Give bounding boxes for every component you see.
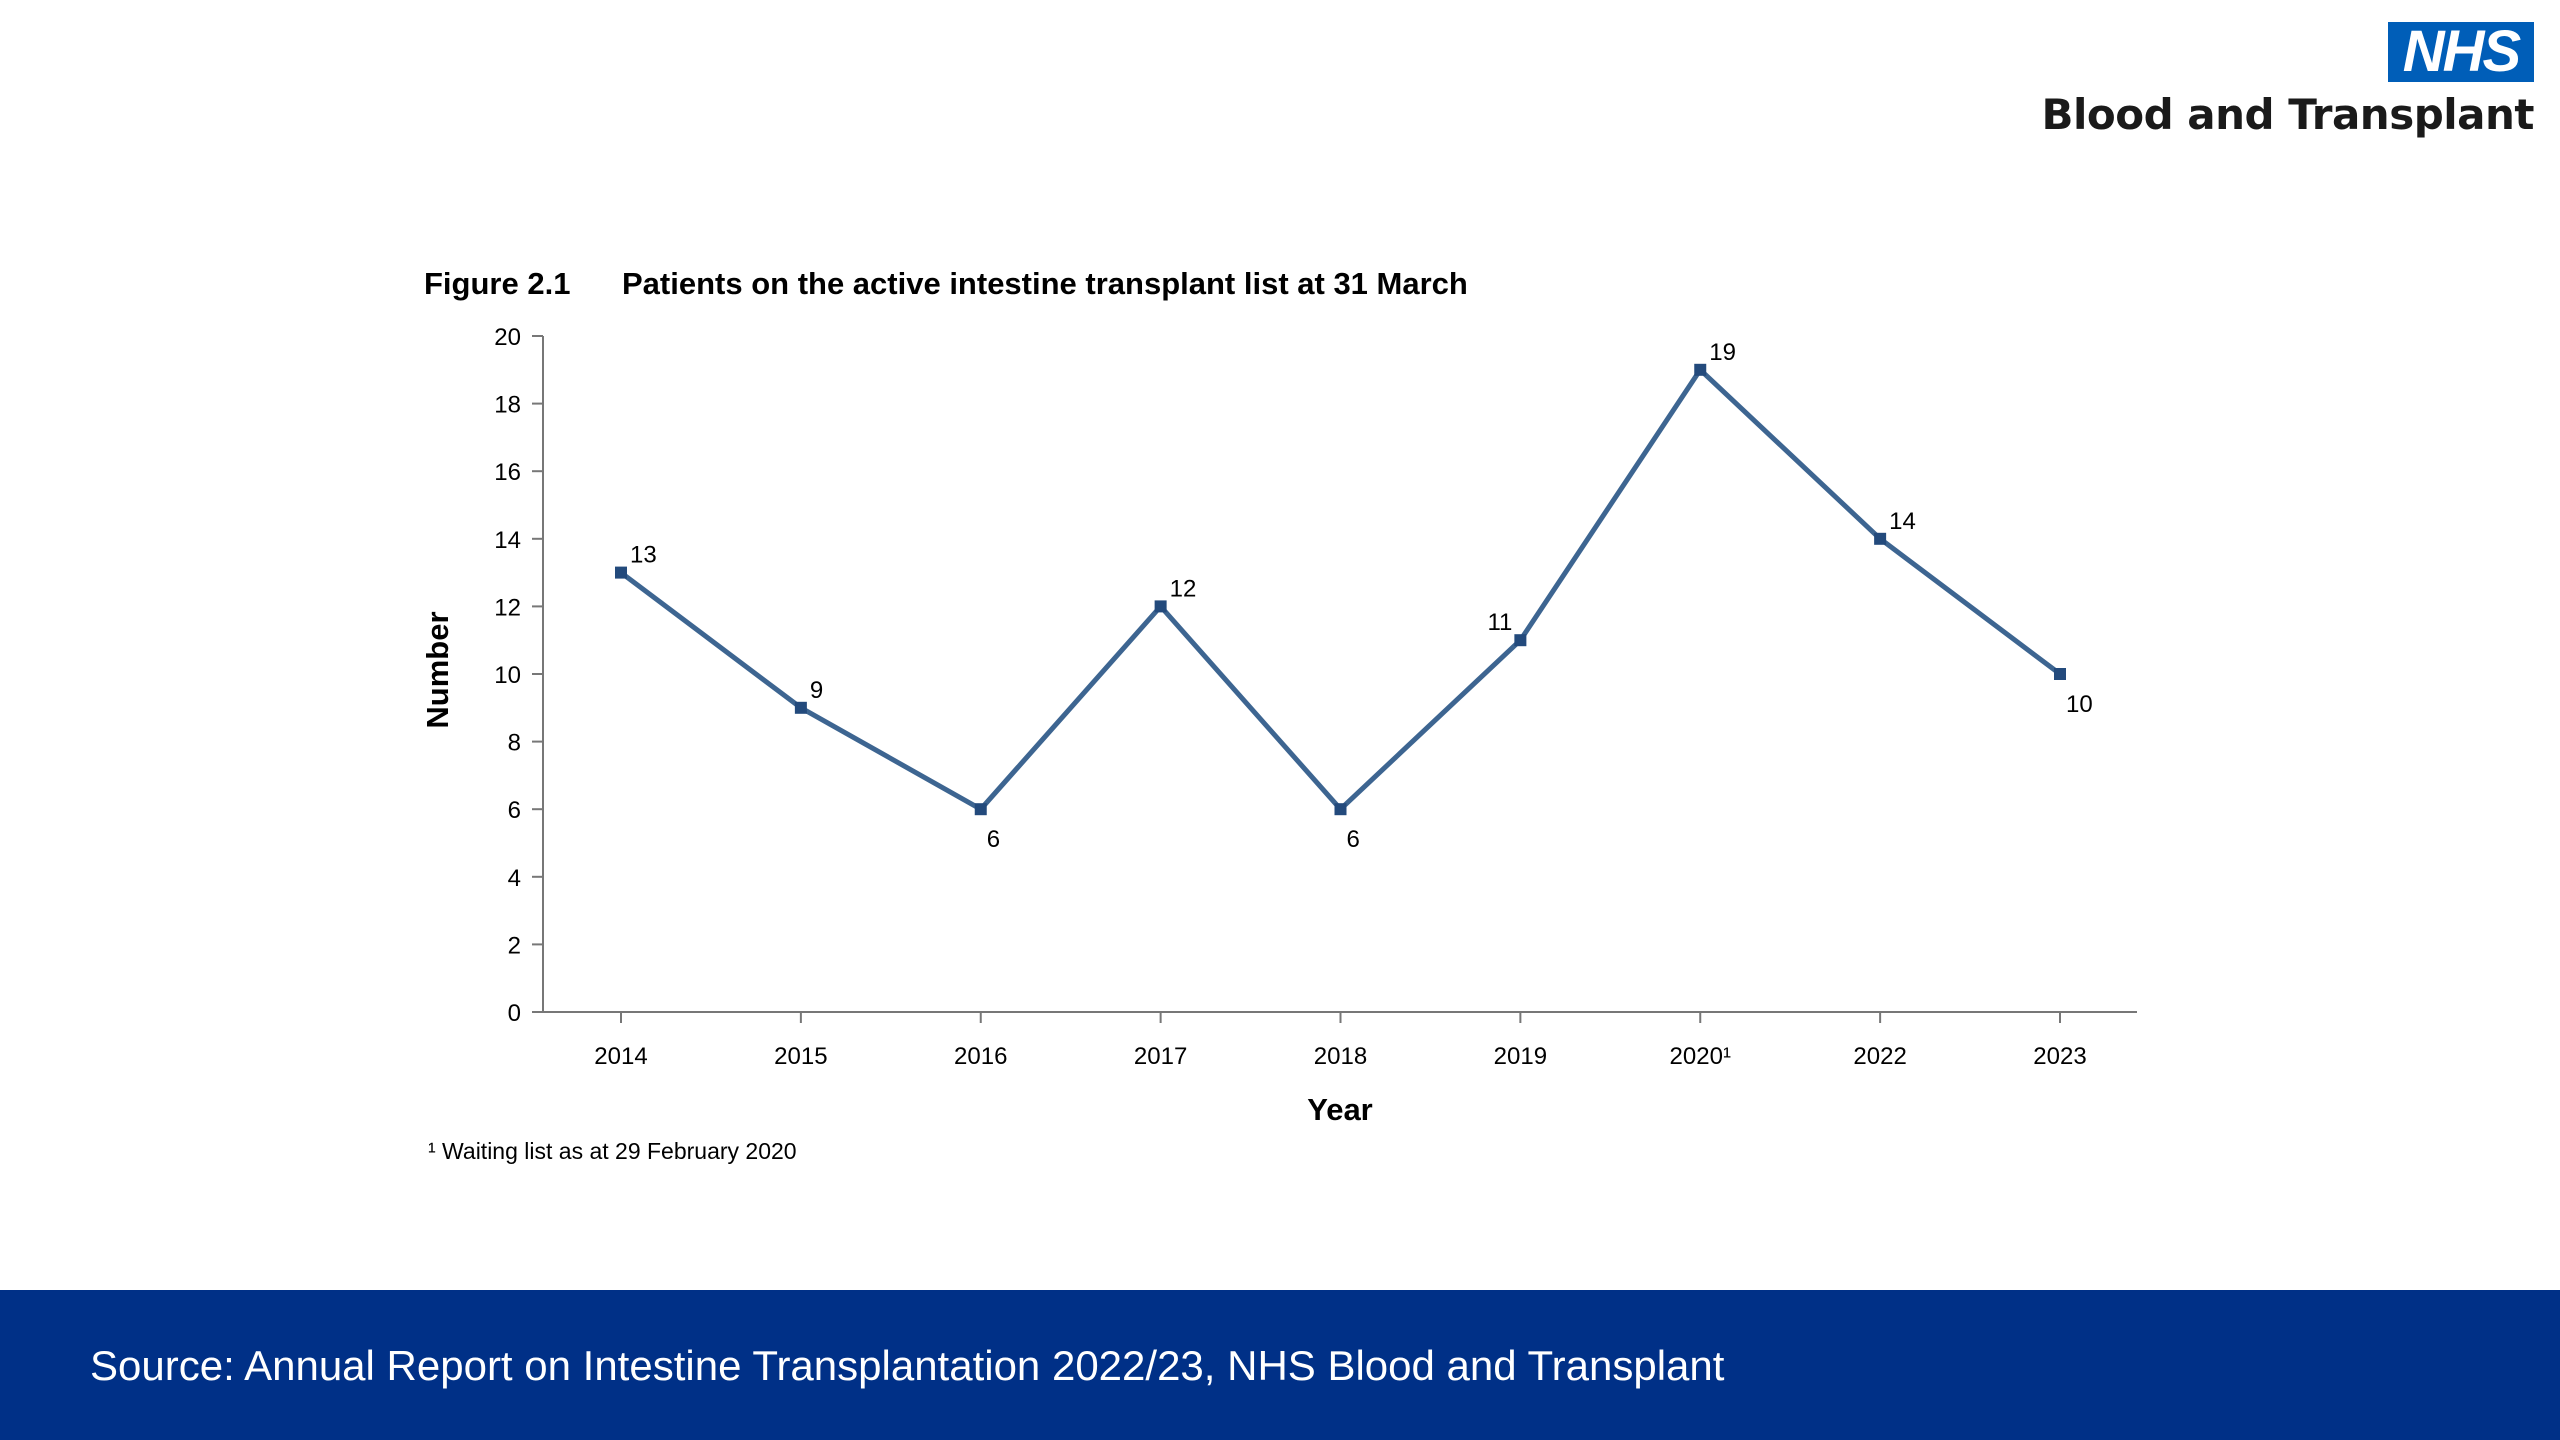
- figure-title: Patients on the active intestine transpl…: [622, 266, 1468, 301]
- x-axis-label: Year: [1307, 1092, 1373, 1127]
- x-tick-label: 2023: [2033, 1043, 2086, 1070]
- y-tick-label: 12: [494, 594, 521, 621]
- data-label: 12: [1170, 575, 1197, 602]
- y-tick-label: 14: [494, 527, 521, 554]
- x-tick-label: 2022: [1853, 1043, 1906, 1070]
- data-markers: [615, 363, 2066, 816]
- x-tick-label: 2018: [1314, 1043, 1367, 1070]
- series-line: [619, 367, 2062, 812]
- nhs-logo-box: NHS: [2388, 22, 2534, 82]
- x-tick-label: 2016: [954, 1043, 1007, 1070]
- data-point: [794, 701, 807, 714]
- y-tick-label: 16: [494, 459, 521, 486]
- y-tick-label: 6: [508, 797, 521, 824]
- y-axis-ticks: 0 2 4 6 8 10 12 14 16 18 20: [494, 324, 543, 1027]
- data-label: 19: [1709, 339, 1736, 366]
- data-point: [974, 803, 987, 816]
- data-label: 10: [2066, 691, 2093, 718]
- data-labels: 13 9 6 12 6 11 19 14 10: [630, 339, 2093, 853]
- y-axis-label: Number: [420, 611, 455, 728]
- x-tick-label: 2019: [1494, 1043, 1547, 1070]
- data-label: 6: [987, 826, 1000, 853]
- data-point: [1154, 600, 1167, 613]
- data-point: [1334, 803, 1347, 816]
- y-tick-label: 20: [494, 324, 521, 351]
- data-point: [2054, 668, 2066, 680]
- y-tick-label: 2: [508, 932, 521, 959]
- x-tick-label: 2015: [774, 1043, 827, 1070]
- y-tick-label: 8: [508, 730, 521, 757]
- x-axis-ticks: 2014 2015 2016 2017 2018 2019 2020¹ 2022 2023: [594, 1012, 2087, 1070]
- data-point: [1874, 532, 1887, 545]
- x-tick-label: 2020¹: [1670, 1043, 1731, 1070]
- nhs-logo: NHS Blood and Transplant: [2041, 22, 2534, 142]
- data-point: [1694, 363, 1707, 376]
- data-point: [615, 566, 627, 579]
- x-tick-label: 2017: [1134, 1043, 1187, 1070]
- y-tick-label: 4: [508, 865, 521, 892]
- figure-label: Figure 2.1: [424, 266, 571, 301]
- data-point: [1514, 634, 1527, 647]
- y-tick-label: 10: [494, 662, 521, 689]
- data-label: 13: [630, 542, 657, 569]
- footnote: ¹ Waiting list as at 29 February 2020: [428, 1138, 797, 1164]
- x-tick-label: 2014: [594, 1043, 647, 1070]
- y-tick-label: 0: [508, 1000, 521, 1027]
- y-tick-label: 18: [494, 392, 521, 419]
- data-label: 6: [1347, 826, 1360, 853]
- source-bar: Source: Annual Report on Intestine Trans…: [0, 1290, 2560, 1440]
- data-label: 14: [1889, 508, 1916, 535]
- data-label: 9: [810, 677, 823, 704]
- org-name: Blood and Transplant: [2041, 90, 2534, 139]
- chart-axes: [542, 336, 2137, 1013]
- data-label: 11: [1487, 609, 1512, 636]
- source-text: Source: Annual Report on Intestine Trans…: [90, 1342, 1725, 1389]
